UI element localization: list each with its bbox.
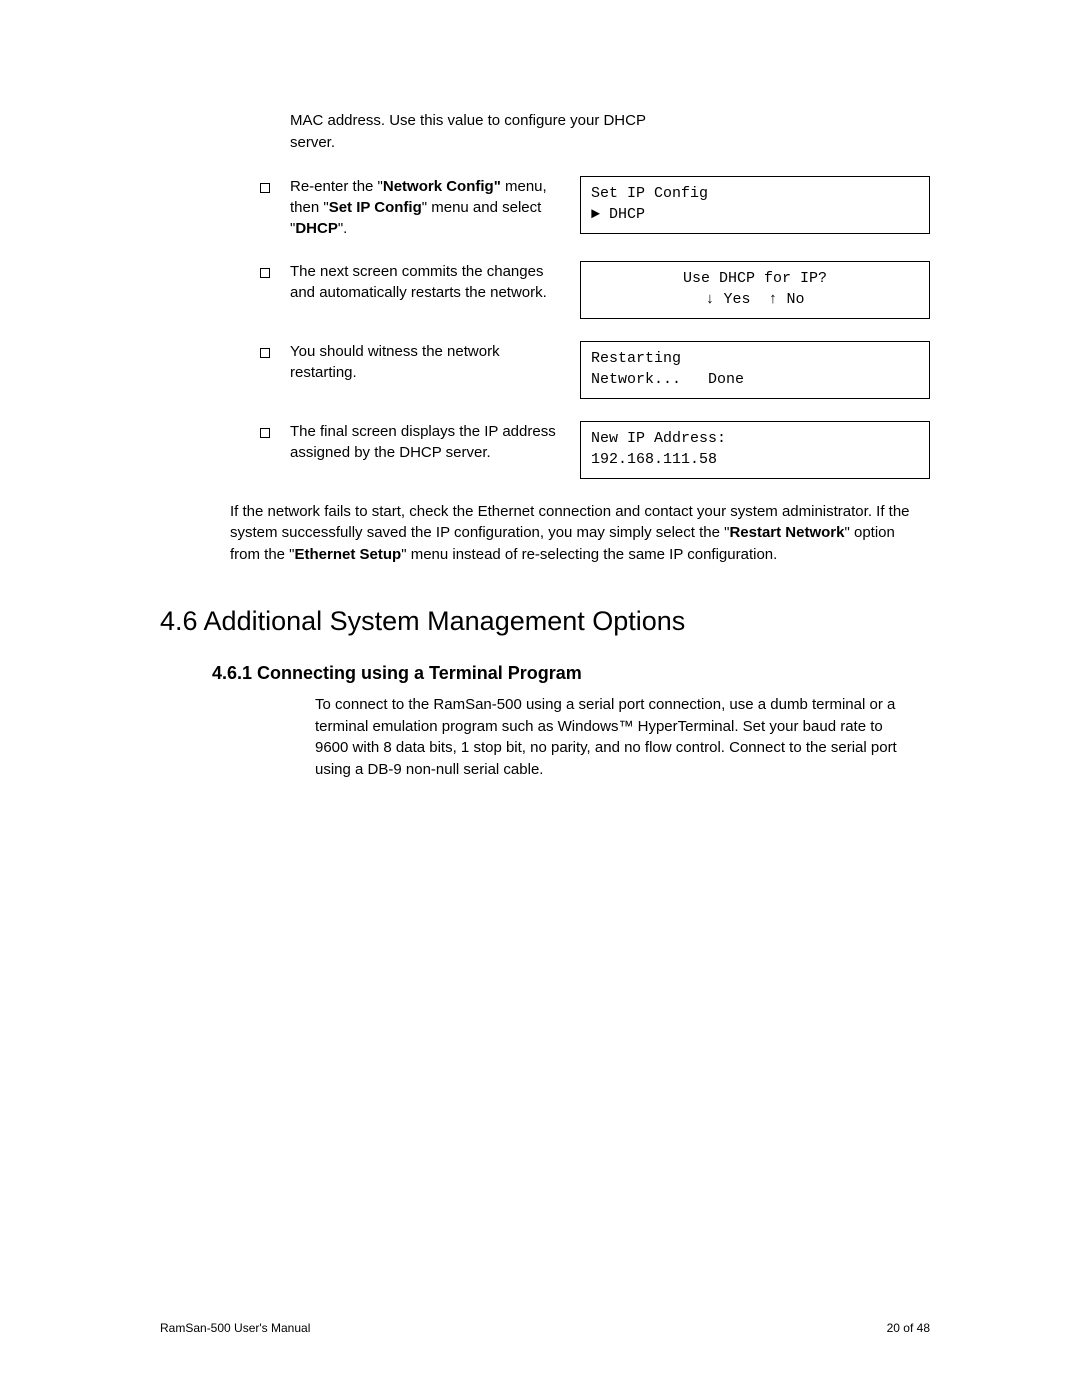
- subsection-heading-4-6-1: 4.6.1 Connecting using a Terminal Progra…: [212, 663, 930, 684]
- bold-text: Ethernet Setup: [295, 546, 402, 563]
- lcd-screen-box: Restarting Network... Done: [580, 341, 930, 399]
- intro-text: MAC address. Use this value to configure…: [290, 110, 670, 154]
- page-footer: RamSan-500 User's Manual 20 of 48: [160, 1321, 930, 1335]
- bullet-icon: [260, 176, 290, 199]
- step-text: Re-enter the "Network Config" menu, then…: [290, 176, 580, 239]
- post-steps-paragraph: If the network fails to start, check the…: [230, 501, 920, 566]
- lcd-screen-box: New IP Address: 192.168.111.58: [580, 421, 930, 479]
- lcd-screen-box: Use DHCP for IP? ↓ Yes ↑ No: [580, 261, 930, 319]
- step-text: The next screen commits the changes and …: [290, 261, 580, 303]
- bold-text: Network Config": [383, 178, 501, 195]
- body-paragraph: To connect to the RamSan-500 using a ser…: [315, 694, 920, 781]
- step-row: You should witness the network restartin…: [260, 341, 930, 399]
- bold-text: Set IP Config: [329, 199, 422, 216]
- screen-display-wrapper: Set IP Config ► DHCP: [580, 176, 930, 234]
- step-row: The next screen commits the changes and …: [260, 261, 930, 319]
- page-content: MAC address. Use this value to configure…: [160, 110, 930, 781]
- screen-display-wrapper: New IP Address: 192.168.111.58: [580, 421, 930, 479]
- lcd-screen-box: Set IP Config ► DHCP: [580, 176, 930, 234]
- section-heading-4-6: 4.6 Additional System Management Options: [160, 606, 930, 637]
- footer-left: RamSan-500 User's Manual: [160, 1321, 310, 1335]
- bullet-icon: [260, 341, 290, 364]
- screen-display-wrapper: Use DHCP for IP? ↓ Yes ↑ No: [580, 261, 930, 319]
- bullet-icon: [260, 261, 290, 284]
- footer-right: 20 of 48: [887, 1321, 930, 1335]
- step-text: The final screen displays the IP address…: [290, 421, 580, 463]
- step-text: You should witness the network restartin…: [290, 341, 580, 383]
- screen-display-wrapper: Restarting Network... Done: [580, 341, 930, 399]
- step-row: The final screen displays the IP address…: [260, 421, 930, 479]
- steps-list: Re-enter the "Network Config" menu, then…: [160, 176, 930, 479]
- bold-text: DHCP: [295, 220, 338, 237]
- bold-text: Restart Network: [729, 524, 844, 541]
- step-row: Re-enter the "Network Config" menu, then…: [260, 176, 930, 239]
- bullet-icon: [260, 421, 290, 444]
